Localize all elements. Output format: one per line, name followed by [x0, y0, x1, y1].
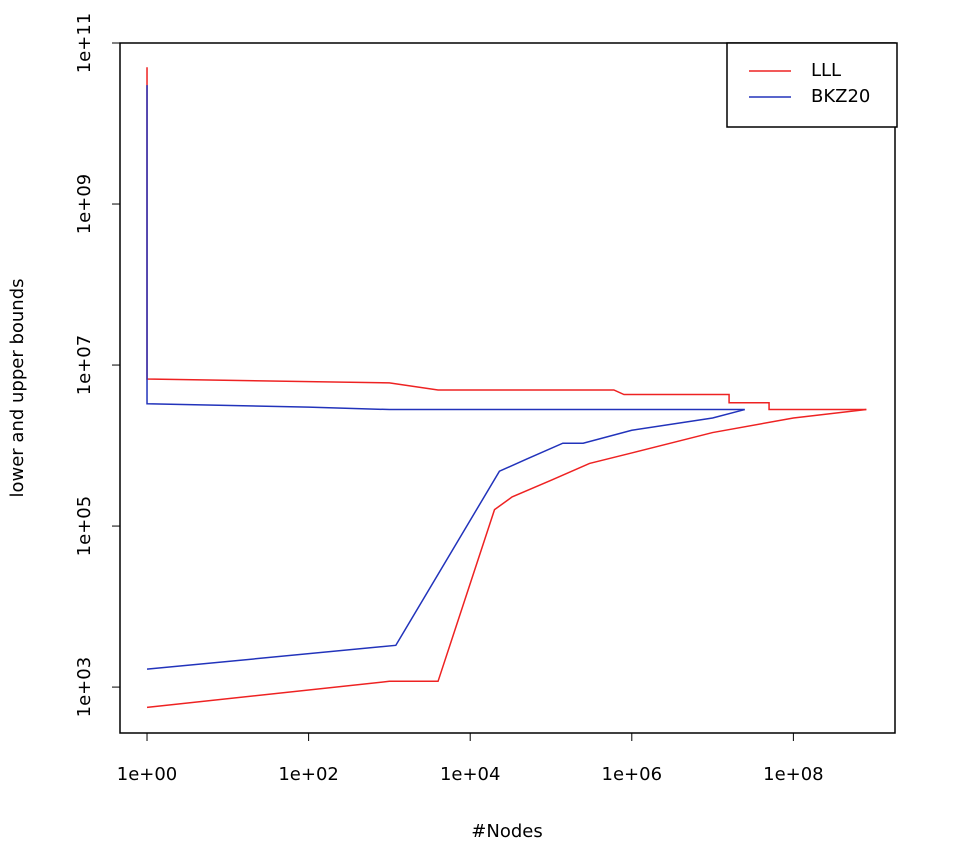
- y-tick-label: 1e+11: [74, 13, 95, 74]
- y-axis-label: lower and upper bounds: [7, 278, 28, 497]
- x-tick-label: 1e+02: [278, 764, 339, 785]
- x-tick-label: 1e+00: [117, 764, 178, 785]
- legend-label: BKZ20: [811, 86, 870, 107]
- legend-label: LLL: [811, 60, 841, 81]
- series-line: [146, 67, 867, 411]
- x-tick-label: 1e+08: [763, 764, 824, 785]
- y-tick-label: 1e+09: [74, 174, 95, 235]
- x-tick-label: 1e+04: [440, 764, 501, 785]
- plot-frame: [119, 42, 896, 734]
- y-tick-label: 1e+07: [74, 335, 95, 396]
- x-axis-label: #Nodes: [471, 821, 542, 842]
- x-tick-label: 1e+06: [602, 764, 663, 785]
- legend-box: [726, 42, 898, 128]
- y-tick-label: 1e+05: [74, 496, 95, 557]
- series-line: [146, 408, 867, 709]
- series-line: [146, 408, 745, 670]
- series-line: [146, 85, 745, 411]
- y-tick-label: 1e+03: [74, 657, 95, 718]
